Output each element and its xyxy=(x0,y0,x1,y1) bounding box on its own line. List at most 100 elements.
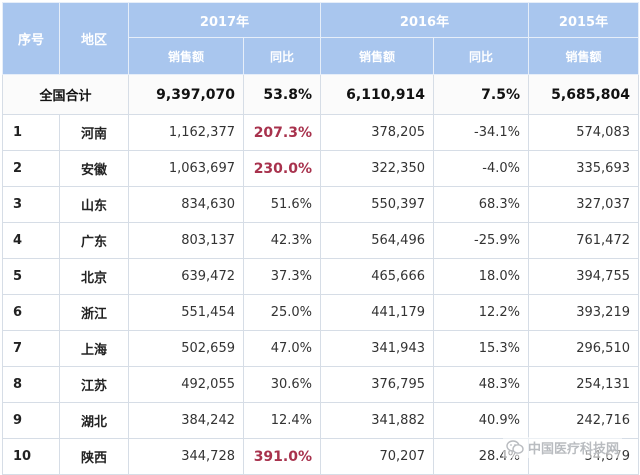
row-yoy-2016: 12.2% xyxy=(433,294,529,331)
wechat-icon xyxy=(506,440,524,454)
table-row: 3 山东 834,630 51.6% 550,397 68.3% 327,037 xyxy=(2,186,639,223)
row-sales-2015: 761,472 xyxy=(528,222,639,259)
row-sales-2015: 296,510 xyxy=(528,330,639,367)
row-yoy-2017: 47.0% xyxy=(243,330,321,367)
row-sales-2016: 70,207 xyxy=(320,438,434,475)
row-sales-2016: 322,350 xyxy=(320,150,434,187)
row-sales-2015: 327,037 xyxy=(528,186,639,223)
row-index: 6 xyxy=(2,294,60,331)
row-yoy-2017: 230.0% xyxy=(243,150,321,187)
row-sales-2016: 441,179 xyxy=(320,294,434,331)
row-sales-2015: 242,716 xyxy=(528,402,639,439)
row-sales-2015: 574,083 xyxy=(528,114,639,151)
row-region: 广东 xyxy=(59,222,129,259)
header-index: 序号 xyxy=(2,2,60,75)
table-row: 2 安徽 1,063,697 230.0% 322,350 -4.0% 335,… xyxy=(2,150,639,187)
row-yoy-2017: 37.3% xyxy=(243,258,321,295)
row-yoy-2016: -25.9% xyxy=(433,222,529,259)
table-row: 1 河南 1,162,377 207.3% 378,205 -34.1% 574… xyxy=(2,114,639,151)
row-sales-2017: 803,137 xyxy=(128,222,244,259)
row-region: 山东 xyxy=(59,186,129,223)
row-sales-2016: 378,205 xyxy=(320,114,434,151)
row-yoy-2016: -34.1% xyxy=(433,114,529,151)
table-row: 7 上海 502,659 47.0% 341,943 15.3% 296,510 xyxy=(2,330,639,367)
header-yoy-2016: 同比 xyxy=(433,37,529,75)
row-yoy-2017: 51.6% xyxy=(243,186,321,223)
header-yoy-2017: 同比 xyxy=(243,37,321,75)
watermark-text: 中国医疗科技网 xyxy=(527,442,619,457)
row-region: 江苏 xyxy=(59,366,129,403)
table-body: 全国合计 9,397,070 53.8% 6,110,914 7.5% 5,68… xyxy=(2,74,639,475)
row-sales-2015: 335,693 xyxy=(528,150,639,187)
row-sales-2017: 551,454 xyxy=(128,294,244,331)
row-index: 9 xyxy=(2,402,60,439)
row-yoy-2017: 25.0% xyxy=(243,294,321,331)
row-sales-2017: 639,472 xyxy=(128,258,244,295)
row-yoy-2017: 30.6% xyxy=(243,366,321,403)
row-sales-2016: 465,666 xyxy=(320,258,434,295)
row-yoy-2016: 68.3% xyxy=(433,186,529,223)
row-region: 湖北 xyxy=(59,402,129,439)
row-sales-2015: 254,131 xyxy=(528,366,639,403)
row-sales-2017: 1,063,697 xyxy=(128,150,244,187)
row-sales-2017: 492,055 xyxy=(128,366,244,403)
header-sales-2016: 销售额 xyxy=(320,37,434,75)
row-sales-2016: 550,397 xyxy=(320,186,434,223)
table-row: 4 广东 803,137 42.3% 564,496 -25.9% 761,47… xyxy=(2,222,639,259)
row-index: 3 xyxy=(2,186,60,223)
row-sales-2015: 393,219 xyxy=(528,294,639,331)
row-sales-2016: 341,943 xyxy=(320,330,434,367)
header-sales-2015: 销售额 xyxy=(528,37,639,75)
total-label: 全国合计 xyxy=(2,74,129,115)
row-index: 7 xyxy=(2,330,60,367)
header-year-2017: 2017年 xyxy=(128,2,321,38)
row-sales-2017: 834,630 xyxy=(128,186,244,223)
row-index: 1 xyxy=(2,114,60,151)
row-index: 5 xyxy=(2,258,60,295)
total-yoy-2017: 53.8% xyxy=(243,74,321,115)
row-sales-2017: 384,242 xyxy=(128,402,244,439)
table-row: 8 江苏 492,055 30.6% 376,795 48.3% 254,131 xyxy=(2,366,639,403)
header-year-2015: 2015年 xyxy=(528,2,639,38)
total-sales-2017: 9,397,070 xyxy=(128,74,244,115)
row-index: 10 xyxy=(2,438,60,475)
table-row: 9 湖北 384,242 12.4% 341,882 40.9% 242,716 xyxy=(2,402,639,439)
row-sales-2016: 564,496 xyxy=(320,222,434,259)
row-sales-2017: 344,728 xyxy=(128,438,244,475)
row-yoy-2016: 15.3% xyxy=(433,330,529,367)
row-sales-2016: 376,795 xyxy=(320,366,434,403)
row-sales-2016: 341,882 xyxy=(320,402,434,439)
row-yoy-2016: 48.3% xyxy=(433,366,529,403)
row-region: 上海 xyxy=(59,330,129,367)
row-yoy-2016: -4.0% xyxy=(433,150,529,187)
header-sales-2017: 销售额 xyxy=(128,37,244,75)
row-index: 4 xyxy=(2,222,60,259)
row-sales-2015: 394,755 xyxy=(528,258,639,295)
row-region: 陕西 xyxy=(59,438,129,475)
row-region: 北京 xyxy=(59,258,129,295)
row-region: 浙江 xyxy=(59,294,129,331)
row-yoy-2017: 42.3% xyxy=(243,222,321,259)
row-index: 2 xyxy=(2,150,60,187)
watermark: 中国医疗科技网 xyxy=(502,437,622,458)
header-region: 地区 xyxy=(59,2,129,75)
row-yoy-2017: 12.4% xyxy=(243,402,321,439)
row-sales-2017: 502,659 xyxy=(128,330,244,367)
table-row: 5 北京 639,472 37.3% 465,666 18.0% 394,755 xyxy=(2,258,639,295)
row-index: 8 xyxy=(2,366,60,403)
row-yoy-2016: 40.9% xyxy=(433,402,529,439)
row-yoy-2017: 207.3% xyxy=(243,114,321,151)
row-sales-2017: 1,162,377 xyxy=(128,114,244,151)
total-sales-2016: 6,110,914 xyxy=(320,74,434,115)
row-yoy-2016: 18.0% xyxy=(433,258,529,295)
table-row: 6 浙江 551,454 25.0% 441,179 12.2% 393,219 xyxy=(2,294,639,331)
row-region: 安徽 xyxy=(59,150,129,187)
total-yoy-2016: 7.5% xyxy=(433,74,529,115)
row-region: 河南 xyxy=(59,114,129,151)
total-row: 全国合计 9,397,070 53.8% 6,110,914 7.5% 5,68… xyxy=(2,74,639,115)
table-header: 序号 地区 2017年 2016年 2015年 销售额 同比 销售额 同比 销售… xyxy=(2,2,639,75)
header-year-2016: 2016年 xyxy=(320,2,529,38)
row-yoy-2017: 391.0% xyxy=(243,438,321,475)
total-sales-2015: 5,685,804 xyxy=(528,74,639,115)
